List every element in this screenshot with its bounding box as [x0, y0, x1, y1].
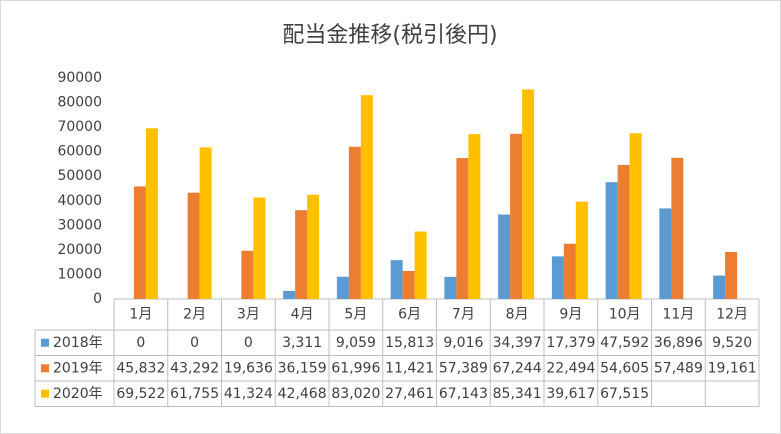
data-table-value: 19,636 — [224, 360, 273, 376]
bar — [563, 243, 576, 299]
legend-label: 2018年 — [53, 335, 103, 351]
x-tick-label: 5月 — [344, 307, 367, 323]
data-table-value: 9,059 — [336, 335, 376, 351]
data-table-value: 0 — [136, 335, 145, 351]
data-table-value: 0 — [244, 335, 253, 351]
data-table-value: 45,832 — [116, 360, 165, 376]
bar — [575, 201, 588, 299]
bar — [133, 186, 146, 299]
data-table-value: 41,324 — [224, 386, 273, 402]
data-table-value: 36,896 — [654, 335, 703, 351]
data-table-value: 0 — [190, 335, 199, 351]
bar — [468, 134, 481, 299]
x-tick-label: 12月 — [716, 307, 748, 323]
bar — [671, 157, 684, 299]
x-tick-label: 3月 — [237, 307, 260, 323]
data-table-value: 83,020 — [331, 386, 380, 402]
y-tick-label: 90000 — [57, 70, 102, 86]
data-table-value: 57,489 — [654, 360, 703, 376]
x-tick-label: 10月 — [609, 307, 641, 323]
bar — [659, 208, 672, 299]
bar — [360, 95, 373, 300]
data-table-value: 85,341 — [493, 386, 542, 402]
bar — [725, 251, 738, 299]
y-tick-label: 10000 — [57, 266, 102, 282]
y-tick-label: 0 — [93, 291, 102, 307]
data-table-value: 11,421 — [385, 360, 434, 376]
data-table-value: 19,161 — [708, 360, 757, 376]
bar — [498, 214, 511, 299]
data-table-value: 67,143 — [439, 386, 488, 402]
bar — [241, 250, 254, 299]
legend-label: 2019年 — [53, 360, 103, 376]
bar — [414, 231, 427, 299]
x-tick-label: 8月 — [506, 307, 529, 323]
data-table-value: 27,461 — [385, 386, 434, 402]
x-tick-label: 6月 — [398, 307, 421, 323]
bar — [348, 146, 361, 299]
legend-key — [41, 338, 49, 347]
data-table-value: 61,755 — [170, 386, 219, 402]
bar — [605, 182, 618, 299]
x-tick-label: 4月 — [291, 307, 314, 323]
legend-label: 2020年 — [53, 386, 103, 402]
x-tick-label: 7月 — [452, 307, 475, 323]
data-table-value: 47,592 — [600, 335, 649, 351]
data-table-value: 67,244 — [493, 360, 542, 376]
y-tick-label: 50000 — [57, 168, 102, 184]
bar — [253, 197, 266, 299]
data-table-value: 69,522 — [116, 386, 165, 402]
data-table-value: 15,813 — [385, 335, 434, 351]
x-tick-label: 11月 — [662, 307, 694, 323]
data-table-value: 9,520 — [712, 335, 752, 351]
bar — [510, 133, 523, 299]
bar — [390, 260, 403, 299]
bar — [402, 270, 415, 299]
legend-key — [41, 389, 49, 398]
data-table-value: 36,159 — [278, 360, 327, 376]
bar — [551, 256, 564, 299]
y-tick-label: 20000 — [57, 242, 102, 258]
bar — [187, 192, 200, 299]
x-tick-label: 2月 — [183, 307, 206, 323]
data-table-value: 22,494 — [546, 360, 595, 376]
y-tick-label: 70000 — [57, 119, 102, 135]
bar — [629, 133, 642, 299]
data-table-value: 54,605 — [600, 360, 649, 376]
y-tick-label: 80000 — [57, 95, 102, 111]
data-table-value: 17,379 — [546, 335, 595, 351]
bar — [456, 158, 469, 299]
data-table-value: 67,515 — [600, 386, 649, 402]
data-table-value: 34,397 — [493, 335, 542, 351]
chart-title: 配当金推移(税引後円) — [282, 23, 497, 48]
bar — [522, 89, 535, 299]
bar — [617, 164, 630, 299]
data-table-value: 42,468 — [278, 386, 327, 402]
x-tick-label: 9月 — [559, 307, 582, 323]
bar — [336, 276, 349, 299]
y-tick-label: 40000 — [57, 193, 102, 209]
data-table-value: 61,996 — [331, 360, 380, 376]
data-table-value: 57,389 — [439, 360, 488, 376]
bar — [307, 194, 320, 299]
bar — [283, 290, 296, 299]
data-table-value: 43,292 — [170, 360, 219, 376]
data-table-value: 39,617 — [546, 386, 595, 402]
x-tick-label: 1月 — [129, 307, 152, 323]
data-table-value: 9,016 — [443, 335, 483, 351]
legend-key — [41, 364, 49, 373]
bar — [199, 147, 212, 299]
y-tick-label: 60000 — [57, 144, 102, 160]
bar — [444, 276, 457, 299]
bar — [295, 210, 308, 299]
data-table-value: 3,311 — [282, 335, 322, 351]
y-tick-label: 30000 — [57, 217, 102, 233]
bar — [713, 275, 726, 299]
bar — [145, 128, 158, 299]
